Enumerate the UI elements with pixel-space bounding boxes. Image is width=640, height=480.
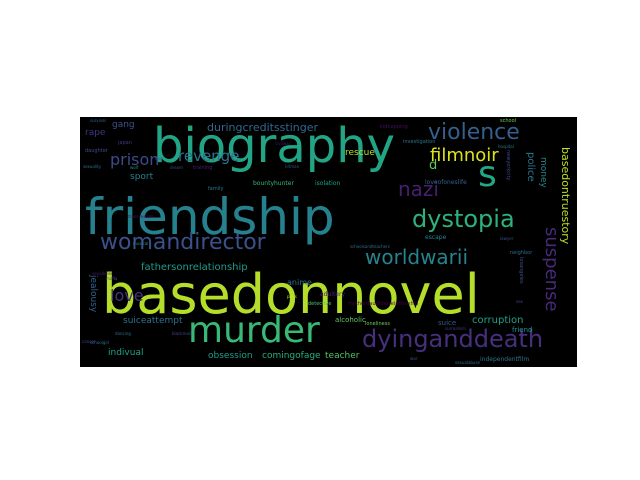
word-isolation: isolation (315, 180, 341, 187)
word-friendship: friendship (85, 188, 335, 246)
word-hospital: hospital (498, 144, 514, 149)
word-biography: biography (153, 118, 396, 174)
word-wolf: wolf (130, 165, 139, 170)
word-police: police (525, 152, 536, 182)
word-schoolgirl: schoolgirl (90, 340, 110, 345)
word-money: money (538, 157, 548, 188)
word-paris: paris (287, 294, 297, 299)
word-newyorkcity: newyorkcity (505, 150, 511, 181)
word-cancer: cancer (82, 339, 96, 344)
word-filmnoir: filmnoir (430, 145, 499, 166)
word-war: war (410, 356, 418, 361)
word-dystopia: dystopia (412, 205, 515, 233)
word-indivual: indivual (108, 348, 144, 358)
word-revenge: revenge (178, 147, 240, 165)
word-escape: escape (425, 234, 447, 241)
word-sexualabuse: sexualabuse (455, 360, 481, 365)
word-fathersonrelationship: fathersonrelationship (141, 262, 248, 273)
word-motherdaughterrelationship: motherdaughterrelationship (348, 301, 419, 307)
word-corruption: corruption (472, 315, 524, 326)
word-prison: prison (110, 150, 160, 169)
word-obsession: obsession (208, 351, 253, 361)
word-sex: sex (516, 299, 523, 304)
word-dancing: dancing (115, 331, 131, 336)
word-japan: japan (118, 140, 132, 146)
word-teacher: teacher (325, 351, 360, 361)
word-riot: riot (285, 158, 292, 163)
word-training: training (193, 165, 213, 171)
word-rape: rape (85, 128, 106, 138)
word-jealousy: jealousy (88, 275, 98, 313)
word-loneliness: loneliness (365, 321, 390, 327)
word-kidnapping: kidnapping (380, 124, 408, 130)
word-suiceattempt: suiceattempt (123, 316, 183, 326)
word-family: family (208, 186, 224, 192)
word-cloud: basedonnovel friendship biography murder… (80, 117, 577, 367)
word-daughter: daughter (85, 148, 108, 154)
word-bountyhunter: bountyhunter (253, 180, 294, 187)
word-loveofoneslife: loveofoneslife (425, 179, 467, 186)
word-adultery: adultery (320, 291, 346, 298)
word-transvestism: transvestism (128, 214, 154, 219)
word-mafia: mafia (106, 276, 118, 281)
word-investigation: investigation (403, 139, 436, 145)
word-civilwar: civilwar (275, 141, 291, 146)
word-friend: friend (512, 326, 533, 334)
word-survival: survival (90, 118, 106, 123)
word-duringcreditsstinger: duringcreditsstinger (207, 121, 319, 134)
word-independentfilm: independentfilm (480, 356, 530, 363)
word-suice: suice (438, 319, 457, 327)
word-violence: violence (428, 120, 520, 145)
word-gang: gang (112, 120, 135, 130)
word-anime: anime (287, 278, 312, 287)
word-school: school (500, 118, 517, 124)
word-sexuality: sexuality (83, 164, 101, 169)
word-hitman: hitman (285, 164, 300, 169)
word-dog: dog (155, 156, 163, 161)
word-basedonnovel: basedonnovel (102, 263, 480, 326)
word-d: d (429, 158, 438, 173)
word-losangeles: losangeles (518, 257, 524, 284)
word-s: s (478, 154, 497, 195)
word-rescue: rescue (345, 148, 375, 158)
word-comingofage: comingofage (262, 351, 321, 361)
word-love: love (110, 286, 144, 305)
word-nazi: nazi (398, 177, 439, 201)
word-womandirector: womandirector (100, 230, 266, 255)
word-basedontruestory: basedontruestory (559, 147, 572, 245)
word-alcoholic: alcoholic (335, 316, 366, 324)
word-musical: musical (133, 241, 149, 246)
word-dream: dream (170, 165, 183, 170)
word-detective: detective (308, 301, 332, 307)
word-dyinganddeath: dyinganddeath (362, 325, 544, 353)
word-lawyer: lawyer (500, 236, 514, 241)
word-schoolsandteachers: schoolsandteachers (350, 244, 390, 249)
word-sport: sport (130, 172, 154, 182)
word-worldwarii: worldwarii (365, 245, 469, 269)
word-surrealism: surrealism (445, 326, 466, 331)
word-suspense: suspense (541, 227, 562, 312)
word-serialkiller: serialkiller (92, 271, 113, 276)
word-neighbor: neighbor (510, 250, 533, 256)
word-murder: murder (188, 310, 320, 351)
word-blackmail: blackmail (172, 331, 192, 336)
